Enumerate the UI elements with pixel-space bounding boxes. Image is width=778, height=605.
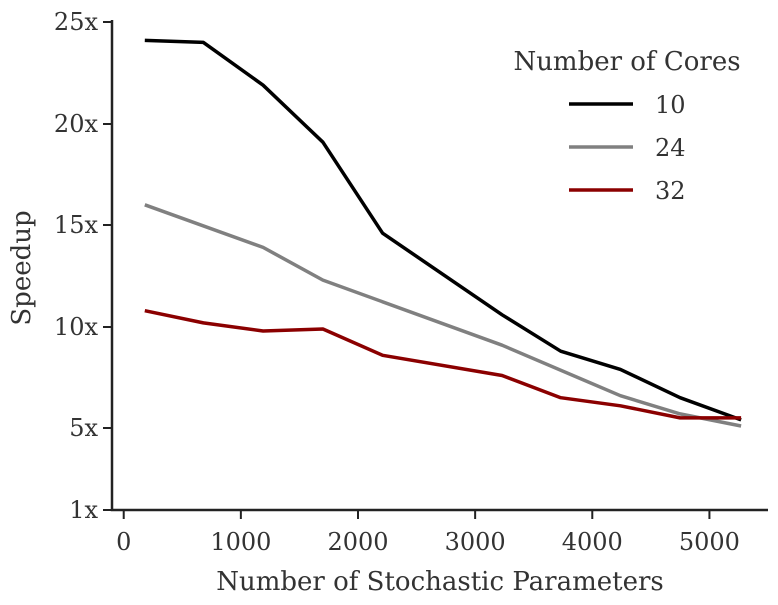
y-tick-label-20x: 20x — [54, 110, 99, 138]
series-layer — [144, 38, 742, 428]
x-axis-ticks: 0 1000 2000 3000 4000 5000 — [116, 510, 740, 556]
y-tick-label-15x: 15x — [54, 211, 99, 239]
y-axis-title: Speedup — [7, 210, 37, 325]
y-tick-label-5x: 5x — [69, 414, 98, 442]
legend: Number of Cores 10 24 32 — [513, 47, 740, 205]
legend-label-24: 24 — [655, 134, 686, 162]
y-tick-label-25x: 25x — [54, 8, 99, 36]
x-tick-label-0: 0 — [116, 528, 131, 556]
series-line-10-cores — [144, 38, 742, 422]
y-tick-label-1x: 1x — [69, 496, 98, 524]
y-tick-label-10x: 10x — [54, 313, 99, 341]
legend-label-10: 10 — [655, 91, 686, 119]
x-tick-label-5000: 5000 — [679, 528, 740, 556]
axis-frame — [110, 20, 768, 512]
x-tick-label-1000: 1000 — [210, 528, 271, 556]
x-tick-label-2000: 2000 — [327, 528, 388, 556]
y-axis-ticks: 1x 5x 10x 15x 20x 25x — [54, 8, 112, 524]
series-line-24-cores — [144, 203, 742, 428]
series-line-32-cores — [144, 308, 742, 420]
legend-items: 10 24 32 — [569, 91, 686, 205]
x-tick-label-3000: 3000 — [445, 528, 506, 556]
x-axis-title: Number of Stochastic Parameters — [216, 567, 663, 597]
legend-title: Number of Cores — [513, 47, 740, 77]
legend-label-32: 32 — [655, 177, 686, 205]
x-tick-label-4000: 4000 — [562, 528, 623, 556]
